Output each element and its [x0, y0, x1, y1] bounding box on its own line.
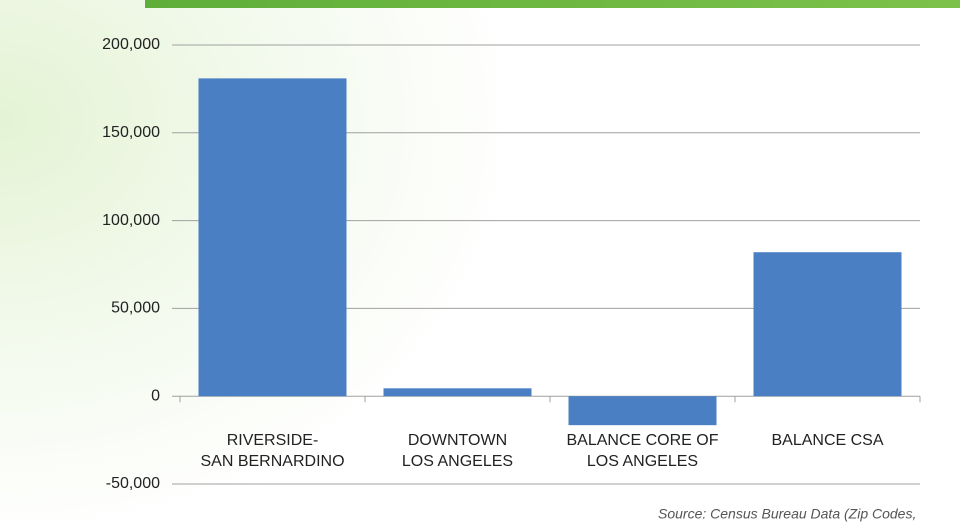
bar — [753, 252, 902, 397]
bar — [198, 78, 347, 397]
x-tick-label: RIVERSIDE- SAN BERNARDINO — [200, 432, 344, 470]
x-tick-label-line: RIVERSIDE- — [227, 432, 319, 449]
x-tick-label-line: LOS ANGELES — [402, 453, 513, 470]
bar — [568, 396, 717, 426]
x-tick-label: BALANCE CSA — [771, 432, 883, 449]
y-tick-label: -50,000 — [106, 475, 160, 492]
x-tick-label: BALANCE CORE OF LOS ANGELES — [566, 432, 718, 470]
y-tick-label: 150,000 — [102, 124, 160, 141]
y-tick-label: 50,000 — [111, 300, 160, 317]
x-tick-label-line: BALANCE CORE OF — [566, 432, 718, 449]
y-tick-label: 200,000 — [102, 36, 160, 53]
x-tick-label-line: LOS ANGELES — [587, 453, 698, 470]
bar — [383, 388, 532, 397]
y-tick-label: 100,000 — [102, 212, 160, 229]
y-tick-label: 0 — [151, 387, 160, 404]
header-band — [145, 0, 960, 8]
source-note: Source: Census Bureau Data (Zip Codes, — [658, 506, 916, 522]
x-tick-label: DOWNTOWN LOS ANGELES — [402, 432, 513, 470]
x-tick-label-line: BALANCE CSA — [771, 432, 883, 449]
x-tick-label-line: SAN BERNARDINO — [200, 453, 344, 470]
x-tick-label-line: DOWNTOWN — [408, 432, 507, 449]
